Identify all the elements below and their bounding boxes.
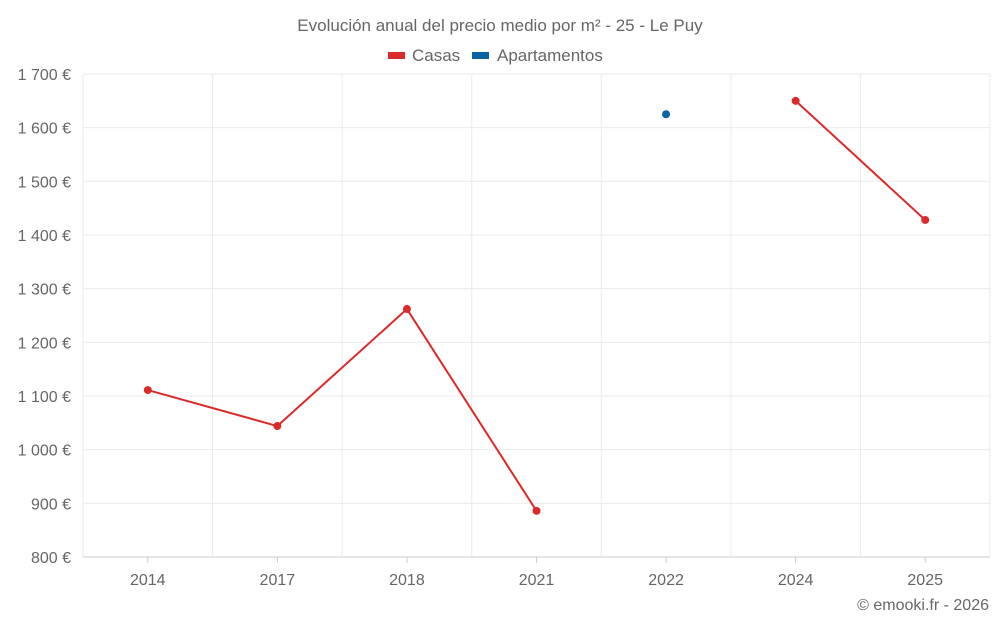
legend-label: Apartamentos [497,46,603,65]
y-axis: 800 € 900 € 1 000 € 1 100 € 1 200 € 1 300 € 1 … [18,67,71,567]
data-point-apartamentos [662,110,671,119]
chart-title: Evolución anual del precio medio por m² … [297,16,703,35]
y-tick-label: 1 500 € [18,174,71,191]
data-point-casas [273,422,282,431]
x-tick-label: 2021 [519,572,555,589]
y-tick-label: 1 100 € [18,389,71,406]
series-line-casas [147,307,538,512]
y-tick-label: 1 600 € [18,121,71,138]
x-tick-label: 2024 [778,572,814,589]
y-tick-label: 1 700 € [18,67,71,84]
x-tick-label: 2018 [389,572,425,589]
x-axis: 2014 2017 2018 2021 2022 2024 2025 [130,557,943,589]
grid [82,73,991,558]
x-tick-label: 2017 [260,572,296,589]
y-tick-label: 1 000 € [18,443,71,460]
data-point-casas [143,386,152,395]
data-point-casas [791,96,800,105]
legend: Casas Apartamentos [388,46,603,65]
x-tick-label: 2022 [648,572,684,589]
y-tick-label: 1 400 € [18,228,71,245]
y-tick-label: 1 200 € [18,335,71,352]
credit: © emooki.fr - 2026 [857,597,989,614]
y-tick-label: 1 300 € [18,282,71,299]
data-point-casas [402,305,411,314]
y-tick-label: 800 € [31,550,71,567]
x-tick-label: 2025 [907,572,943,589]
legend-swatch-casas [388,52,405,59]
data-point-casas [921,215,930,224]
x-tick-label: 2014 [130,572,166,589]
series-layer [143,96,930,515]
series-line-casas [794,100,926,221]
legend-label: Casas [412,46,460,65]
data-point-casas [532,506,541,515]
y-tick-label: 900 € [31,496,71,513]
legend-swatch-apartamentos [472,52,489,59]
